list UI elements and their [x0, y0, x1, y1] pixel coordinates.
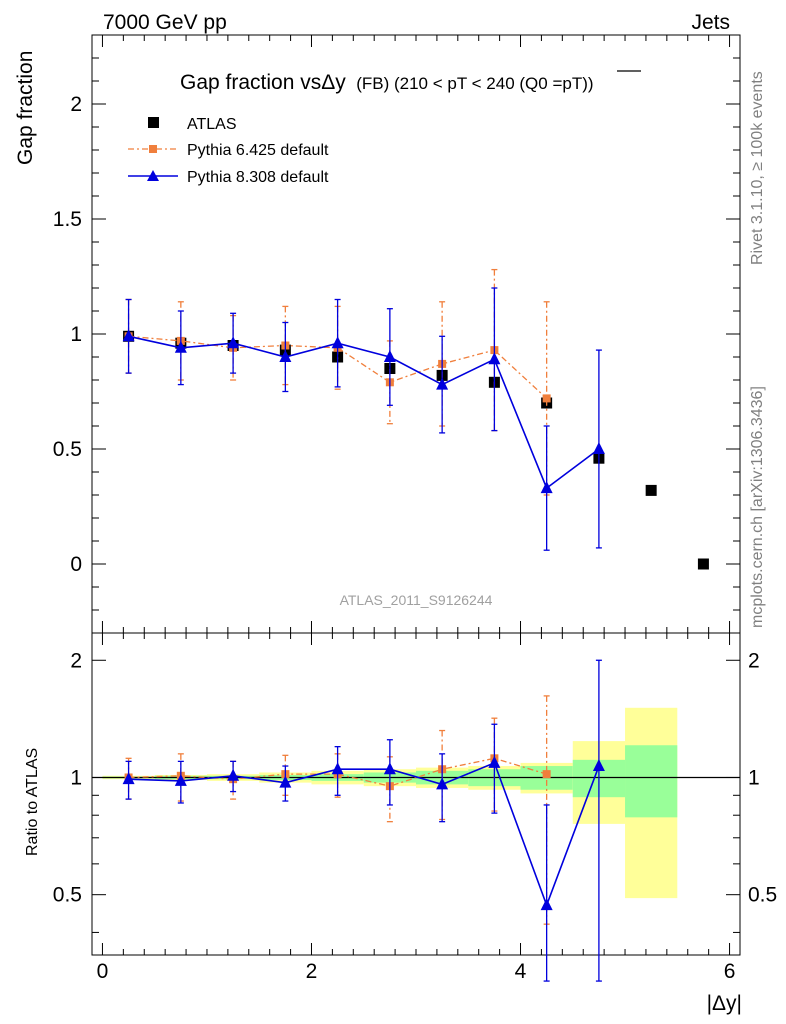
ratio-pythia8-marker — [436, 777, 449, 790]
main-title: Gap fraction vsΔy (FB) (210 < pT < 240 (… — [180, 71, 594, 94]
legend-marker-atlas — [148, 117, 159, 128]
ratio-y-tick-label: 1 — [70, 766, 82, 789]
ratio-pythia8-marker — [331, 762, 344, 775]
energy-label: 7000 GeV pp — [103, 11, 227, 34]
xlabel: |Δy| — [707, 992, 742, 1015]
atlas-data-point — [697, 558, 709, 570]
pythia8-marker — [488, 352, 501, 365]
ratio-ylabel: Ratio to ATLAS — [24, 748, 41, 856]
pythia8-line — [128, 335, 600, 490]
pythia8-marker — [592, 442, 605, 454]
ratio-y-tick-label-right: 2 — [748, 649, 760, 672]
legend-label-pythia8: Pythia 8.308 default — [187, 169, 329, 186]
main-title-suffix: (FB) (210 < pT < 240 (Q0 =pT)) — [356, 74, 593, 93]
ratio-y-tick-label-right: 0.5 — [748, 884, 777, 907]
x-tick-label: 2 — [306, 960, 318, 983]
ratio-pythia8-marker — [383, 762, 396, 775]
pythia6-line — [128, 335, 548, 399]
mcplots-label: mcplots.cern.ch [arXiv:1306.3436] — [749, 386, 766, 628]
y-tick-label: 1.5 — [53, 208, 82, 231]
y-tick-label: 1 — [70, 323, 82, 346]
y-tick-label: 0 — [70, 553, 82, 576]
x-tick-label: 6 — [724, 960, 736, 983]
process-label: Jets — [691, 11, 730, 34]
pythia8-marker — [383, 350, 396, 362]
ratio-pythia8-marker — [174, 773, 187, 786]
rivet-label: Rivet 3.1.10, ≥ 100k events — [749, 71, 766, 265]
legend-marker-pythia6 — [149, 145, 157, 153]
analysis-watermark: ATLAS_2011_S9126244 — [340, 592, 493, 608]
pythia8-marker — [279, 350, 292, 362]
y-tick-label: 0.5 — [53, 438, 82, 461]
ratio-panel: 0 2 4 6 0.5 0.5 1 1 2 2 — [53, 35, 777, 983]
ratio-y-tick-label-right: 1 — [748, 766, 760, 789]
pythia8-marker — [227, 336, 240, 349]
y-tick-label: 2 — [70, 93, 82, 116]
ratio-y-tick-label: 2 — [70, 649, 82, 672]
legend-label-pythia6: Pythia 6.425 default — [187, 142, 329, 159]
band-inner — [625, 745, 678, 818]
ratio-y-tick-label: 0.5 — [53, 884, 82, 907]
x-tick-label: 4 — [515, 960, 527, 983]
pythia8-marker — [174, 340, 187, 353]
main-ylabel: Gap fraction — [14, 51, 37, 165]
ratio-pythia8-marker — [592, 759, 605, 772]
x-tick-label: 0 — [97, 960, 109, 983]
pythia8-marker — [331, 336, 344, 349]
pythia6-marker — [542, 394, 551, 403]
pythia8-marker — [122, 329, 135, 342]
pythia8-marker — [540, 481, 553, 494]
ratio-pythia8-marker — [488, 755, 501, 768]
ratio-pythia8-marker — [122, 772, 135, 785]
legend-marker-pythia8 — [147, 170, 159, 181]
ratio-pythia6-line — [128, 757, 547, 787]
legend: ATLAS Pythia 6.425 default Pythia 8.308 … — [128, 116, 329, 186]
ratio-pythia8-line — [128, 761, 600, 908]
legend-label-atlas: ATLAS — [187, 116, 237, 133]
pythia8-marker — [436, 377, 449, 390]
ratio-pythia8-marker — [279, 775, 292, 788]
ratio-pythia8-marker — [540, 898, 553, 911]
ratio-pythia8-marker — [227, 768, 240, 781]
ratio-pythia6-marker — [542, 770, 551, 779]
main-title-text: Gap fraction vsΔy — [180, 71, 346, 94]
atlas-data-point — [645, 484, 657, 496]
